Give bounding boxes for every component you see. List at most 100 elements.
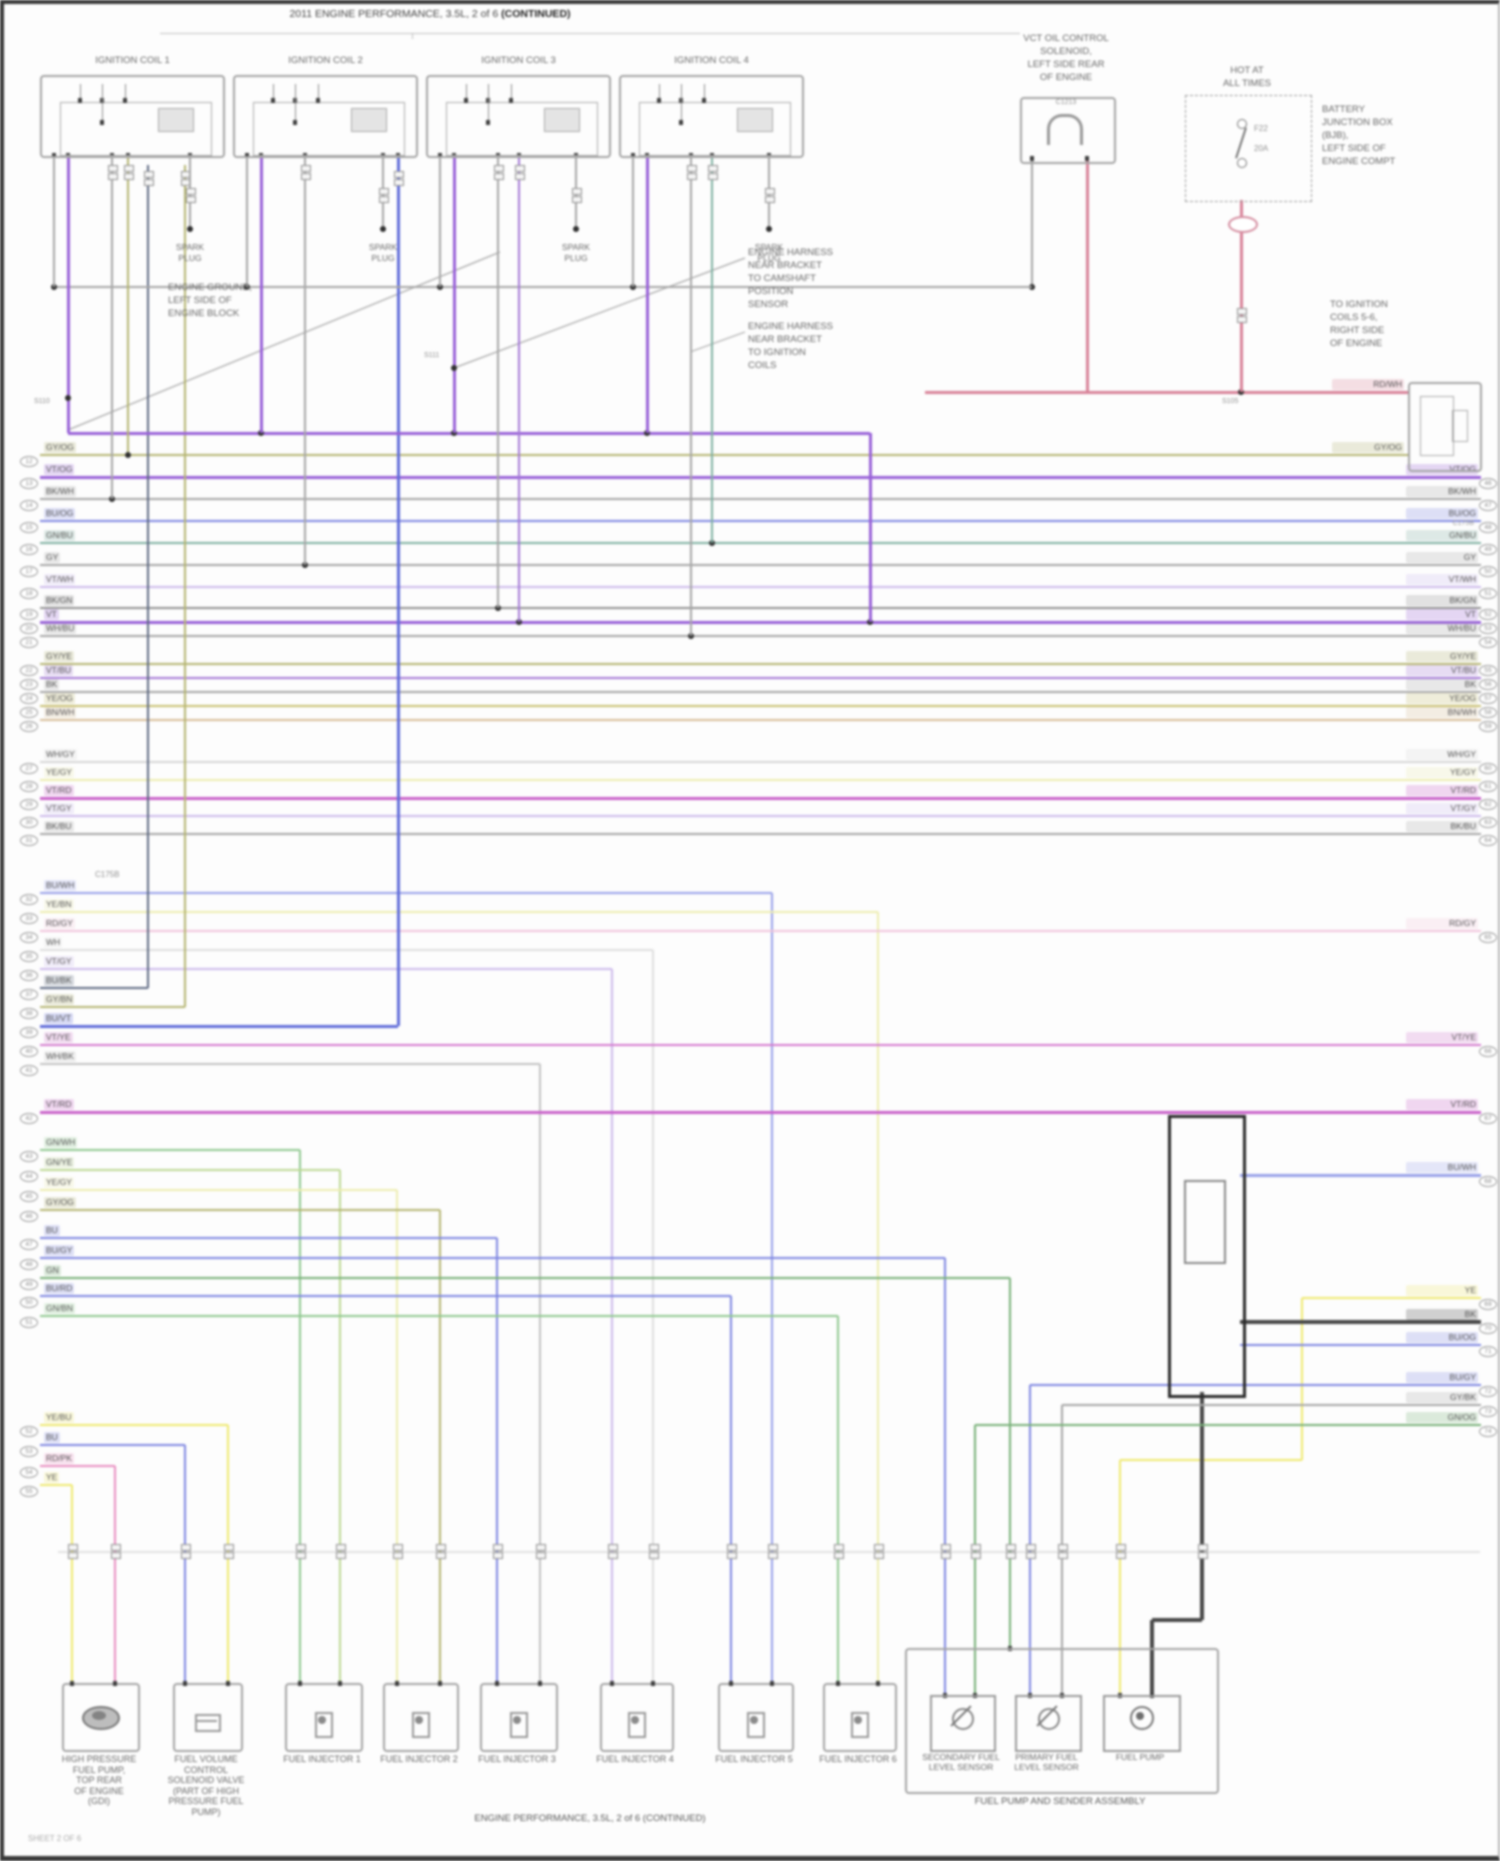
spark-plug-label-line: PLUG xyxy=(178,253,202,263)
splice-label: S111 xyxy=(424,352,440,359)
wire xyxy=(40,1295,731,1297)
wire xyxy=(40,1189,397,1191)
harness-note2-line: TO IGNITION xyxy=(748,347,806,358)
inline-connector-icon xyxy=(765,196,775,203)
coil-pin-stub xyxy=(125,84,126,98)
junction-dot xyxy=(451,365,457,371)
pin-oval-right: 47 xyxy=(1479,500,1497,511)
component-pin xyxy=(438,153,442,158)
component-pin xyxy=(226,1681,230,1686)
junction-dot xyxy=(709,540,715,546)
valve-line-icon xyxy=(195,1720,217,1722)
vct-label-line: SOLENOID, xyxy=(1040,46,1092,57)
pin-oval-right: 58 xyxy=(1479,707,1497,718)
wire xyxy=(54,286,1032,288)
inline-connector-icon xyxy=(515,165,525,172)
wire-label-left: YE xyxy=(44,1472,60,1483)
bottom-component-box xyxy=(718,1683,794,1752)
pin-oval-left: 13 xyxy=(20,478,38,489)
wire xyxy=(111,158,113,499)
wire xyxy=(645,158,649,433)
inline-connector-icon xyxy=(1237,316,1247,323)
ground-note-line: LEFT SIDE OF xyxy=(168,295,232,306)
wire-label-left: VT/YE xyxy=(44,1032,73,1043)
wire xyxy=(40,498,1481,500)
wire xyxy=(40,796,1481,800)
vct-pin xyxy=(1085,156,1089,161)
coil-pin-stub xyxy=(659,84,660,98)
inline-connector-icon xyxy=(1026,1552,1036,1559)
inline-connector-icon xyxy=(493,1552,503,1559)
wire xyxy=(40,1024,398,1028)
inline-connector-icon xyxy=(301,165,311,172)
pin-oval-left: 32 xyxy=(20,894,38,905)
fuse-box xyxy=(1185,95,1312,202)
inline-connector-icon xyxy=(144,171,154,178)
bottom-component-box xyxy=(62,1683,140,1752)
pin-oval-left: 42 xyxy=(20,1113,38,1124)
pin-oval-left: 37 xyxy=(20,989,38,1000)
wire xyxy=(40,719,1481,721)
junction-dot xyxy=(516,619,522,625)
coil-pin-stub xyxy=(102,84,103,120)
junction-dot xyxy=(65,395,71,401)
ground-note-line: ENGINE GROUND, xyxy=(168,282,252,293)
junction-dot xyxy=(244,284,250,290)
pin-oval-right: 46 xyxy=(1479,478,1497,489)
pin-oval-left: 22 xyxy=(20,665,38,676)
inline-connector-icon xyxy=(436,1544,446,1551)
coil-module-box xyxy=(737,108,773,132)
wire xyxy=(1200,1392,1204,1620)
coil-pin-stub xyxy=(295,84,296,120)
inline-connector-icon xyxy=(379,188,389,195)
wire-label-left: GN/BN xyxy=(44,1303,75,1314)
wire xyxy=(40,663,1481,665)
fuse-note-line: (BJB), xyxy=(1322,130,1349,141)
wire xyxy=(40,815,1481,817)
inline-connector-icon xyxy=(1116,1544,1126,1551)
inline-connector-icon xyxy=(224,1552,234,1559)
wire-label-right: YE xyxy=(1406,1285,1478,1296)
pin-oval-right: 59 xyxy=(1479,721,1497,732)
right-connector-note-line: COILS 5-6, xyxy=(1330,312,1378,323)
wire-label-left: GY/OG xyxy=(44,442,76,453)
inline-connector-icon xyxy=(727,1552,737,1559)
inline-connector-icon xyxy=(186,196,196,203)
pin-oval-left: 53 xyxy=(20,1446,38,1457)
wire xyxy=(1009,1278,1011,1648)
coil-connector-box xyxy=(253,102,405,156)
inline-connector-icon xyxy=(971,1552,981,1559)
inline-connector-icon xyxy=(536,1552,546,1559)
bottom-component-label-line: TOP REAR xyxy=(76,1775,122,1785)
wire xyxy=(71,1485,73,1683)
pin-oval-right: 55 xyxy=(1479,665,1497,676)
coil-pin-stub xyxy=(681,84,682,120)
pin-oval-left: 33 xyxy=(20,913,38,924)
wire xyxy=(114,1466,116,1683)
pin-oval-right: 72 xyxy=(1479,1386,1497,1397)
harness-note1-line: POSITION xyxy=(748,286,794,297)
title-continued: (CONTINUED) xyxy=(501,8,571,20)
inline-connector-icon xyxy=(708,165,718,172)
wire xyxy=(40,1209,440,1211)
wire xyxy=(1240,1320,1481,1324)
fuse-note-line: JUNCTION BOX xyxy=(1322,117,1393,128)
wire xyxy=(611,969,613,1683)
inline-connector-icon xyxy=(394,179,404,186)
component-pin xyxy=(338,1681,342,1686)
inline-connector-icon xyxy=(336,1544,346,1551)
wire xyxy=(1302,1297,1481,1299)
harness-note2-line: ENGINE HARNESS xyxy=(748,321,833,332)
inline-connector-icon xyxy=(834,1544,844,1551)
wire xyxy=(40,892,772,894)
wire-label-left: WH/GY xyxy=(44,749,77,760)
wire xyxy=(1240,1344,1481,1346)
right-connector-inner2 xyxy=(1452,410,1468,442)
wire xyxy=(304,158,306,565)
wire xyxy=(1150,1620,1154,1695)
connector-id-label: C175B xyxy=(1452,520,1474,527)
inline-connector-icon xyxy=(394,171,404,178)
vct-inner-label: C1213 xyxy=(1055,99,1077,106)
inline-connector-icon xyxy=(874,1552,884,1559)
wire xyxy=(40,1424,228,1426)
